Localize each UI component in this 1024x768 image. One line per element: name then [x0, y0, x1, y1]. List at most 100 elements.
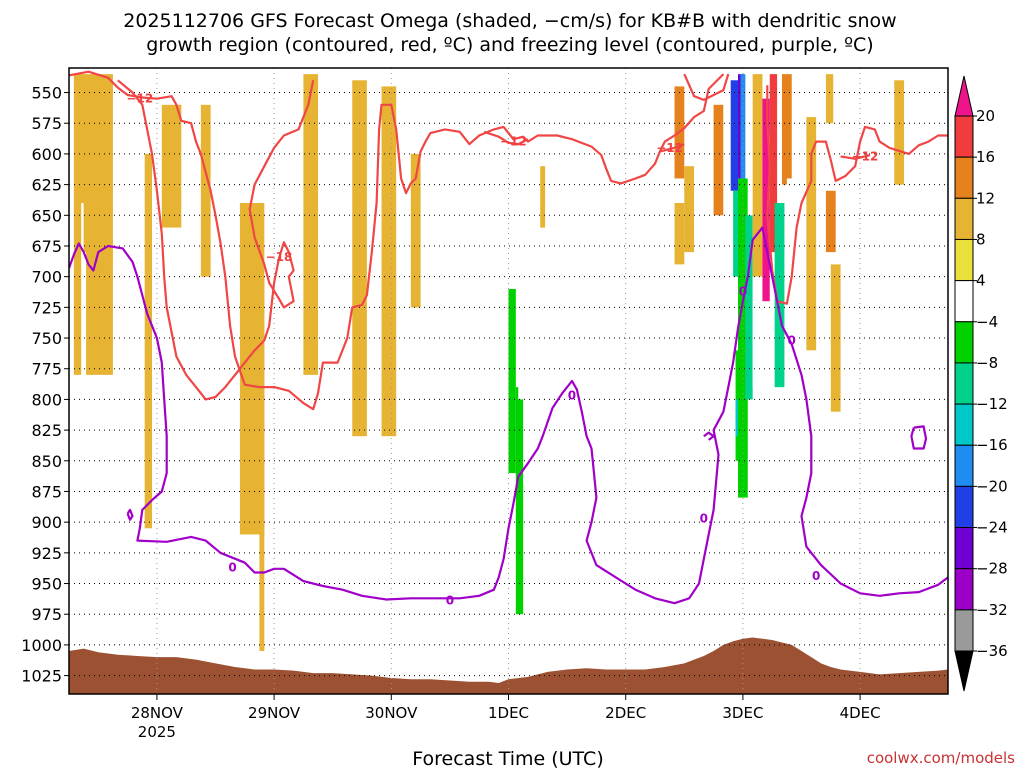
colorbar-swatch: [954, 403, 974, 446]
freezing-contour-label: 0: [228, 561, 236, 575]
omega-cell: [144, 153, 153, 529]
colorbar-swatch: [954, 527, 974, 570]
omega-cell: [469, 74, 480, 185]
omega-cell: [200, 104, 211, 277]
omega-cell: [195, 74, 206, 111]
colorbar-label: −4: [976, 313, 998, 331]
y-tick-label: 1000: [21, 636, 62, 655]
omega-cell: [410, 153, 421, 308]
y-tick-label: 825: [31, 421, 62, 440]
omega-cell: [894, 80, 905, 185]
dgz-contour-label: −12: [656, 141, 683, 155]
freezing-contour-label: 0: [700, 511, 708, 525]
omega-cell: [615, 80, 626, 105]
y-tick-label: 700: [31, 268, 62, 287]
colorbar-label: −24: [976, 519, 1008, 537]
freezing-contour-label: 0: [812, 569, 820, 583]
colorbar-swatch: [954, 115, 974, 158]
omega-cell: [762, 98, 770, 302]
colorbar-swatch: [954, 321, 974, 364]
omega-cell: [913, 92, 929, 148]
omega-cell: [801, 80, 809, 240]
omega-cell: [303, 74, 319, 375]
omega-cell: [694, 110, 704, 228]
colorbar-label: 16: [976, 148, 995, 166]
chart-title: 2025112706 GFS Forecast Omega (shaded, −…: [123, 10, 896, 56]
omega-cell: [352, 80, 367, 437]
colorbar-swatch: [954, 197, 974, 240]
omega-cell: [81, 203, 87, 498]
omega-cell: [655, 74, 665, 118]
omega-cell: [747, 74, 753, 216]
colorbar-label: −12: [976, 395, 1008, 413]
omega-cell: [259, 276, 265, 652]
credit-link[interactable]: coolwx.com/models: [867, 749, 1015, 767]
dgz-contour-line: [483, 130, 529, 146]
omega-cell: [730, 80, 739, 191]
omega-cell: [752, 276, 763, 388]
x-tick-label: 4DEC: [840, 704, 881, 722]
omega-cell: [830, 264, 841, 412]
y-tick-label: 625: [31, 176, 62, 195]
y-tick-label: 550: [31, 84, 62, 103]
omega-cell: [83, 104, 99, 253]
colorbar-swatch: [954, 485, 974, 529]
colorbar-swatch: [954, 156, 974, 199]
omega-cell: [540, 166, 546, 228]
omega-cell: [713, 104, 724, 216]
y-tick-label: 575: [31, 114, 62, 133]
y-axis: 550 575 600 625 650 675 700 725 750 775 800 825 850 8…: [21, 84, 69, 686]
omega-cell: [515, 387, 524, 615]
colorbar-swatch: [954, 568, 974, 611]
colorbar: 20 16 12 8 4 −4 −8 −12 −16 −20 −24 −28 −32 −36: [954, 75, 1008, 692]
omega-cell: [781, 74, 792, 185]
freezing-contour-label: 0: [788, 333, 796, 347]
y-tick-label: 850: [31, 452, 62, 471]
omega-cell: [532, 74, 548, 179]
colorbar-swatch: [954, 609, 974, 652]
x-tick-label: 29NOV: [248, 704, 301, 722]
y-tick-label: 775: [31, 360, 62, 379]
y-tick-label: 600: [31, 145, 62, 164]
omega-cell: [733, 190, 741, 277]
freezing-contour-line: [69, 226, 948, 605]
omega-cell: [825, 74, 834, 124]
x-tick-label: 3DEC: [722, 704, 763, 722]
dgz-contour-line: [683, 73, 730, 101]
terrain-area: [69, 637, 948, 694]
omega-cell: [684, 166, 695, 253]
dgz-contour-label: −18: [266, 250, 293, 264]
omega-cell: [825, 190, 836, 253]
dgz-contour-line: [69, 70, 725, 411]
dgz-contour-line: [117, 79, 315, 401]
dgz-contour-label: −12: [500, 135, 527, 149]
x-tick-label: 30NOV: [365, 704, 418, 722]
colorbar-bottom-arrow: [954, 650, 974, 692]
omega-cell: [381, 86, 397, 437]
omega-cell: [122, 104, 138, 154]
y-tick-label: 900: [31, 513, 62, 532]
colorbar-label: −36: [976, 642, 1008, 660]
y-tick-label: 875: [31, 482, 62, 501]
colorbar-label: −32: [976, 601, 1008, 619]
x-axis-label: Forecast Time (UTC): [412, 748, 603, 768]
x-tick-label: 2DEC: [605, 704, 646, 722]
omega-cell: [501, 190, 511, 584]
y-tick-label: 675: [31, 237, 62, 256]
omega-cell: [518, 153, 533, 400]
colorbar-top-arrow: [954, 75, 974, 117]
y-tick-label: 925: [31, 544, 62, 563]
dgz-contour-line: [840, 154, 871, 160]
y-tick-label: 650: [31, 206, 62, 225]
freezing-contour-line: [910, 425, 928, 450]
y-tick-label: 725: [31, 298, 62, 317]
terrain-fill: [69, 637, 948, 694]
x-axis: 28NOV 29NOV 30NOV 1DEC 2DEC 3DEC 4DEC 2025: [131, 694, 881, 741]
omega-cell: [508, 288, 516, 474]
y-tick-label: 950: [31, 575, 62, 594]
title-line-1: 2025112706 GFS Forecast Omega (shaded, −…: [123, 10, 896, 32]
colorbar-swatch: [954, 362, 974, 405]
freezing-contour-label: 0: [739, 284, 747, 298]
plot-area: −12 −12 −12 −12 −18 0 0 0 0 0 0 0: [68, 67, 949, 695]
